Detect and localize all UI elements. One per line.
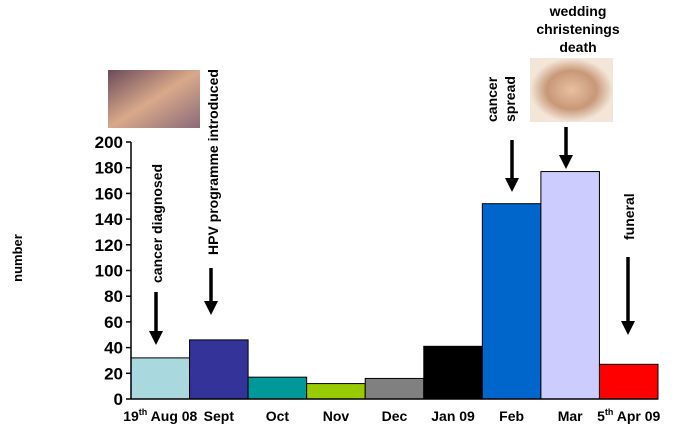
x-tick-label: Dec [382,408,408,424]
y-tick-label: 20 [104,364,123,383]
y-tick-label: 40 [104,339,123,358]
y-tick-label: 200 [95,133,123,152]
x-tick-label: Jan 09 [431,408,475,424]
label-part: th [139,407,148,417]
x-tick-label: Sept [204,408,235,424]
annotation: cancer [484,76,500,122]
bar [189,339,249,400]
y-tick-label: 0 [114,390,123,409]
bar [540,171,600,400]
photo [530,58,613,122]
label-part: 19 [123,408,139,424]
annotation: christenings [536,21,619,37]
y-tick-label: 140 [95,210,123,229]
x-tick-label: 19th Aug 08 [123,407,197,424]
label-part: th [605,407,614,417]
annotation: death [559,39,596,55]
annotation: HPV programme introduced [205,69,221,255]
y-tick-label: 100 [95,262,123,281]
x-tick-label: Mar [558,408,583,424]
annotation: funeral [621,193,637,240]
bar [423,345,483,400]
photo [108,70,200,128]
bar [598,363,659,400]
bar [247,376,308,400]
x-tick-label: Oct [266,408,290,424]
label-part: Aug 08 [147,408,197,424]
y-tick-label: 60 [104,313,123,332]
annotation: cancer diagnosed [149,164,165,283]
bar [306,383,366,400]
bar [364,377,425,400]
annotation: wedding [549,3,607,19]
bar [130,357,191,400]
y-tick-label: 80 [104,287,123,306]
x-tick-label: 5th Apr 09 [597,407,660,424]
bar [481,203,542,400]
x-tick-label: Nov [323,408,350,424]
label-part: 5 [597,408,605,424]
y-tick-label: 120 [95,236,123,255]
y-tick-label: 160 [95,184,123,203]
y-tick-label: 180 [95,159,123,178]
annotation: spread [502,76,518,122]
label-part: Apr 09 [613,408,660,424]
y-axis-label: number [10,234,25,282]
x-tick-label: Feb [499,408,524,424]
